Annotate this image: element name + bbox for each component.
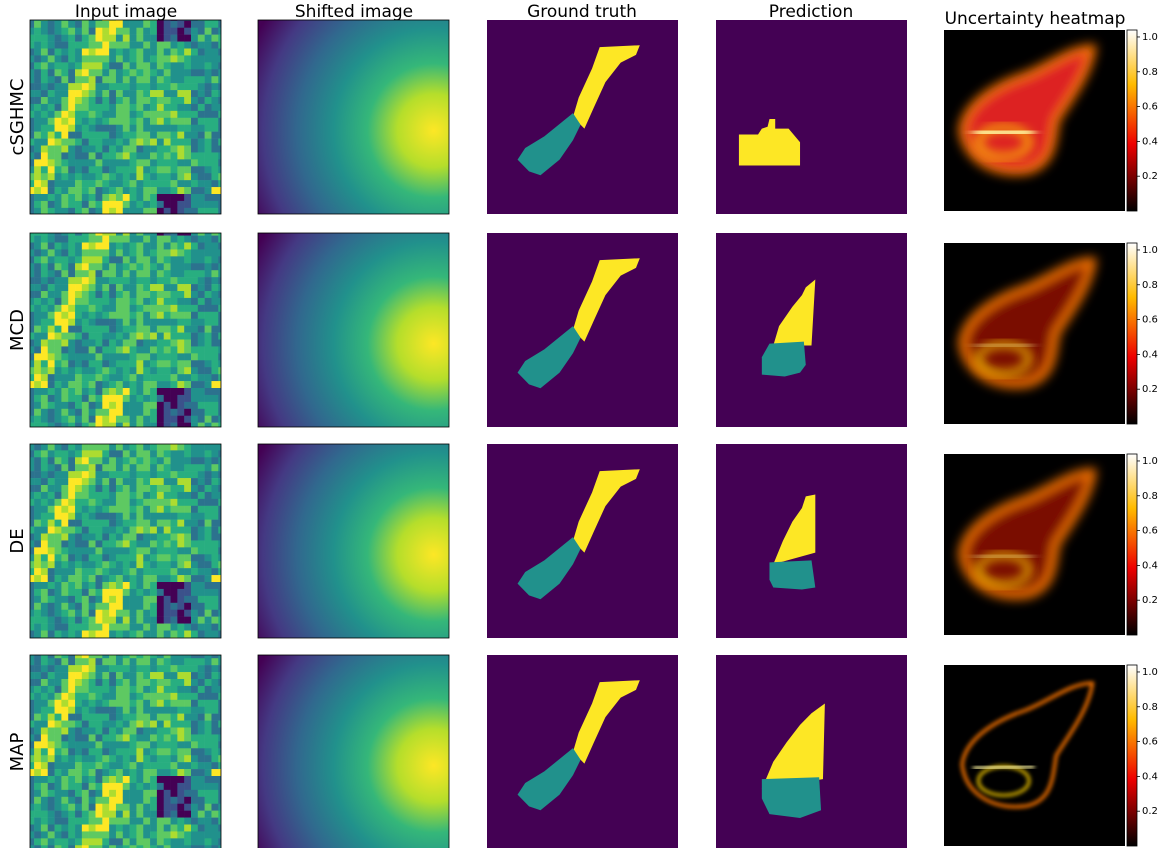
colorbar: [1127, 30, 1137, 211]
colorbar-tick-label: 0.4: [1142, 771, 1158, 782]
class-region: [769, 560, 815, 589]
colorbar-tick-label: 1.0: [1142, 667, 1158, 678]
input-image: [30, 444, 221, 638]
colorbar-tick-label: 0.4: [1142, 349, 1158, 360]
colorbar-tick-label: 0.2: [1142, 384, 1158, 395]
row-label: MCD: [7, 309, 28, 351]
uncertainty-heatmap: [944, 454, 1125, 635]
colorbar-tick-label: 0.8: [1142, 280, 1158, 291]
colorbar-tick-label: 0.8: [1142, 702, 1158, 713]
class-region: [762, 777, 821, 818]
row-label: MAP: [7, 733, 28, 772]
uncertainty-region: [973, 555, 1035, 557]
ground-truth: [487, 655, 678, 848]
colorbar: [1127, 665, 1137, 846]
uncertainty-region: [973, 766, 1035, 768]
colorbar-tick-label: 0.6: [1142, 526, 1158, 537]
colorbar-tick-label: 0.2: [1142, 595, 1158, 606]
colorbar-tick-label: 0.8: [1142, 491, 1158, 502]
colorbar: [1127, 243, 1137, 424]
figure: Input image Shifted image Ground truth Pred…: [0, 0, 1170, 848]
colorbar-tick-label: 1.0: [1142, 245, 1158, 256]
colorbar-tick-label: 0.2: [1142, 806, 1158, 817]
column-title: Input image: [75, 2, 177, 22]
colorbar-tick-label: 0.8: [1142, 67, 1158, 78]
shifted-image: [258, 444, 449, 638]
column-title: Shifted image: [295, 2, 413, 22]
prediction: [716, 20, 907, 214]
colorbar-tick-label: 0.2: [1142, 171, 1158, 182]
ground-truth: [487, 20, 678, 214]
row-label: DE: [7, 528, 28, 553]
background: [716, 20, 907, 214]
colorbar-tick-label: 0.6: [1142, 737, 1158, 748]
ground-truth: [487, 233, 678, 427]
input-image: [30, 233, 221, 427]
row-label: cSGHMC: [7, 79, 28, 156]
shifted-image: [258, 655, 449, 848]
ground-truth: [487, 444, 678, 638]
uncertainty-heatmap: [944, 243, 1125, 424]
class-region: [762, 342, 806, 377]
uncertainty-region: [973, 131, 1035, 133]
colorbar-tick-label: 1.0: [1142, 456, 1158, 467]
page: Input image Shifted image Ground truth Pred…: [0, 0, 1170, 848]
column-title: Ground truth: [527, 2, 637, 22]
input-image: [30, 655, 221, 848]
colorbar-tick-label: 0.6: [1142, 315, 1158, 326]
colorbar-tick-label: 1.0: [1142, 32, 1158, 43]
column-title: Prediction: [769, 2, 853, 22]
colorbar-tick-label: 0.4: [1142, 136, 1158, 147]
uncertainty-heatmap: [944, 665, 1125, 846]
shifted-image: [258, 20, 449, 214]
column-title: Uncertainty heatmap: [945, 9, 1126, 29]
prediction: [716, 444, 907, 638]
background: [944, 665, 1125, 846]
input-image: [30, 20, 221, 214]
prediction: [716, 655, 907, 848]
shifted-image: [258, 233, 449, 427]
prediction: [716, 233, 907, 427]
colorbar-tick-label: 0.4: [1142, 560, 1158, 571]
uncertainty-heatmap: [944, 30, 1125, 211]
colorbar: [1127, 454, 1137, 635]
uncertainty-region: [973, 344, 1035, 346]
colorbar-tick-label: 0.6: [1142, 102, 1158, 113]
